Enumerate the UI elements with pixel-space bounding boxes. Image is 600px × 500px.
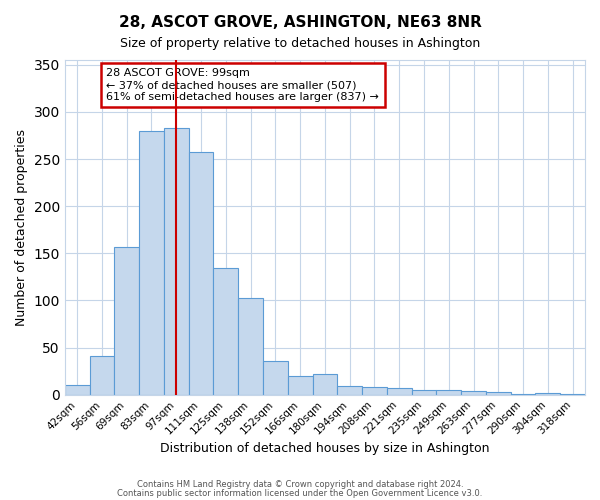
Bar bbox=[288, 376, 313, 394]
Text: Contains HM Land Registry data © Crown copyright and database right 2024.: Contains HM Land Registry data © Crown c… bbox=[137, 480, 463, 489]
Bar bbox=[486, 392, 511, 394]
Bar bbox=[115, 246, 139, 394]
Bar bbox=[362, 387, 387, 394]
Bar bbox=[313, 374, 337, 394]
Bar bbox=[188, 152, 214, 394]
Bar bbox=[139, 131, 164, 394]
Text: 28 ASCOT GROVE: 99sqm
← 37% of detached houses are smaller (507)
61% of semi-det: 28 ASCOT GROVE: 99sqm ← 37% of detached … bbox=[106, 68, 379, 102]
Bar bbox=[164, 128, 188, 394]
Bar bbox=[214, 268, 238, 394]
Text: Size of property relative to detached houses in Ashington: Size of property relative to detached ho… bbox=[120, 38, 480, 51]
Bar bbox=[238, 298, 263, 394]
Bar bbox=[263, 361, 288, 394]
Bar bbox=[337, 386, 362, 394]
Bar bbox=[535, 393, 560, 394]
X-axis label: Distribution of detached houses by size in Ashington: Distribution of detached houses by size … bbox=[160, 442, 490, 455]
Text: 28, ASCOT GROVE, ASHINGTON, NE63 8NR: 28, ASCOT GROVE, ASHINGTON, NE63 8NR bbox=[119, 15, 481, 30]
Bar bbox=[436, 390, 461, 394]
Y-axis label: Number of detached properties: Number of detached properties bbox=[15, 129, 28, 326]
Bar bbox=[461, 391, 486, 394]
Bar bbox=[387, 388, 412, 394]
Bar bbox=[65, 386, 89, 394]
Bar bbox=[89, 356, 115, 395]
Text: Contains public sector information licensed under the Open Government Licence v3: Contains public sector information licen… bbox=[118, 488, 482, 498]
Bar bbox=[412, 390, 436, 394]
